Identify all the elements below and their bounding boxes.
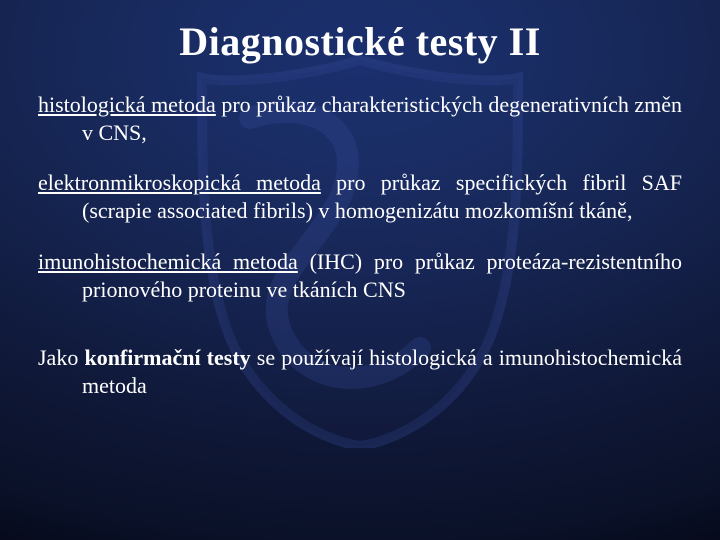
slide-content: Diagnostické testy II histologická metod… — [0, 0, 720, 540]
paragraph-3: imunohistochemická metoda (IHC) pro průk… — [38, 248, 682, 304]
p4-pre: Jako — [38, 345, 84, 370]
p1-lead: histologická metoda — [38, 92, 216, 117]
paragraph-1: histologická metoda pro průkaz charakter… — [38, 91, 682, 147]
p4-bold: konfirmační testy — [84, 345, 250, 370]
p2-lead: elektronmikroskopická metoda — [38, 170, 321, 195]
paragraph-4: Jako konfirmační testy se používají hist… — [38, 344, 682, 400]
p3-lead: imunohistochemická metoda — [38, 249, 298, 274]
paragraph-2: elektronmikroskopická metoda pro průkaz … — [38, 169, 682, 225]
spacer — [38, 326, 682, 344]
slide-title: Diagnostické testy II — [38, 18, 682, 65]
